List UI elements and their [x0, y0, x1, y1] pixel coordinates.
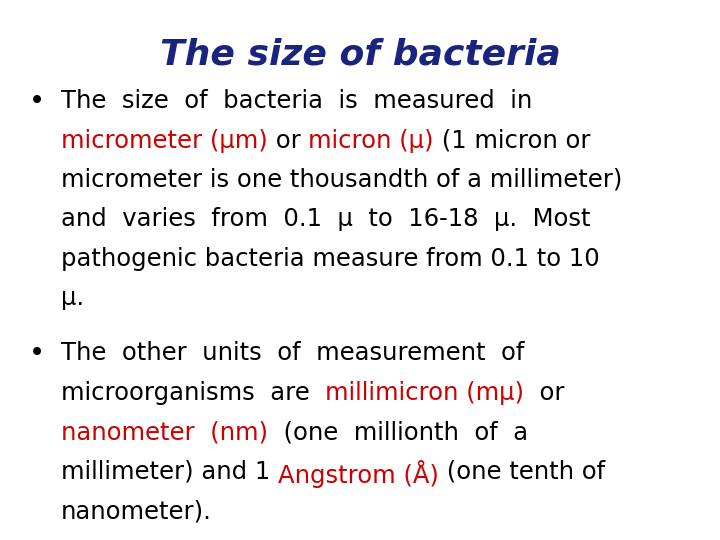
Text: nanometer).: nanometer).	[61, 499, 212, 523]
Text: and  varies  from  0.1  μ  to  16-18  μ.  Most: and varies from 0.1 μ to 16-18 μ. Most	[61, 207, 590, 231]
Text: pathogenic bacteria measure from 0.1 to 10: pathogenic bacteria measure from 0.1 to …	[61, 247, 600, 271]
Text: •: •	[29, 89, 45, 115]
Text: micrometer (μm): micrometer (μm)	[61, 129, 268, 152]
Text: •: •	[29, 341, 45, 367]
Text: μ.: μ.	[61, 286, 84, 310]
Text: micrometer is one thousandth of a millimeter): micrometer is one thousandth of a millim…	[61, 168, 623, 192]
Text: nanometer  (nm): nanometer (nm)	[61, 420, 268, 444]
Text: The size of bacteria: The size of bacteria	[160, 38, 560, 72]
Text: (one  millionth  of  a: (one millionth of a	[268, 420, 528, 444]
Text: millimeter) and 1: millimeter) and 1	[61, 460, 278, 484]
Text: or: or	[268, 129, 308, 152]
Text: Angstrom (Å): Angstrom (Å)	[278, 460, 439, 488]
Text: (one tenth of: (one tenth of	[439, 460, 606, 484]
Text: The  other  units  of  measurement  of: The other units of measurement of	[61, 341, 525, 366]
Text: micron (μ): micron (μ)	[308, 129, 434, 152]
Text: or: or	[524, 381, 565, 405]
Text: (1 micron or: (1 micron or	[434, 129, 590, 152]
Text: microorganisms  are: microorganisms are	[61, 381, 325, 405]
Text: The  size  of  bacteria  is  measured  in: The size of bacteria is measured in	[61, 89, 533, 113]
Text: millimicron (mμ): millimicron (mμ)	[325, 381, 524, 405]
